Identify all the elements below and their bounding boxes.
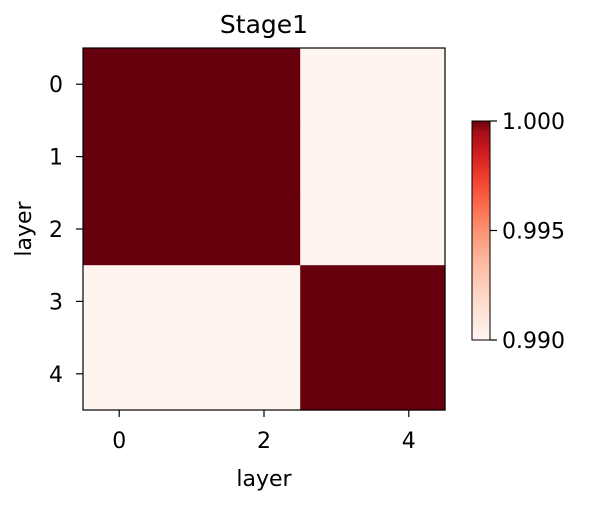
heatmap-cell-0-4: [373, 48, 446, 121]
x-tick-label-4: 4: [402, 429, 416, 454]
y-tick-label-1: 1: [49, 146, 63, 171]
heatmap-cell-1-2: [228, 120, 301, 193]
heatmap-cell-0-2: [228, 48, 301, 121]
x-axis-ticks: 0 2 4: [112, 410, 416, 454]
y-axis-label: layer: [12, 200, 37, 256]
heatmap-cell-1-3: [300, 120, 373, 193]
heatmap-cell-1-4: [373, 120, 446, 193]
colorbar-tick-label-1.000: 1.000: [502, 110, 565, 135]
heatmap-cell-2-1: [155, 193, 228, 266]
y-tick-label-2: 2: [49, 218, 63, 243]
heatmap-cell-2-4: [373, 193, 446, 266]
heatmap-cell-3-0: [83, 265, 156, 338]
x-tick-label-2: 2: [257, 429, 271, 454]
y-tick-label-3: 3: [49, 290, 63, 315]
x-axis-label: layer: [236, 467, 292, 492]
colorbar-tick-label-0.990: 0.990: [502, 329, 565, 354]
heatmap-cell-4-1: [155, 338, 228, 411]
chart-title: Stage1: [220, 10, 308, 39]
heatmap-cell-1-0: [83, 120, 156, 193]
heatmap-cell-0-0: [83, 48, 156, 121]
heatmap-cell-2-2: [228, 193, 301, 266]
colorbar-ticks: 0.990 0.995 1.000: [490, 110, 565, 354]
heatmap-cell-2-0: [83, 193, 156, 266]
heatmap-cell-4-2: [228, 338, 301, 411]
colorbar-gradient: [472, 121, 490, 340]
y-tick-label-0: 0: [49, 73, 63, 98]
heatmap-cell-3-3: [300, 265, 373, 338]
heatmap-cell-4-4: [373, 338, 446, 411]
heatmap-cell-3-2: [228, 265, 301, 338]
heatmap-cell-0-3: [300, 48, 373, 121]
colorbar: 0.990 0.995 1.000: [472, 110, 565, 354]
heatmap-cell-3-4: [373, 265, 446, 338]
heatmap-cell-1-1: [155, 120, 228, 193]
heatmap-cell-4-3: [300, 338, 373, 411]
heatmap-cell-2-3: [300, 193, 373, 266]
colorbar-tick-label-0.995: 0.995: [502, 220, 565, 245]
y-tick-label-4: 4: [49, 363, 63, 388]
heatmap-cell-4-0: [83, 338, 156, 411]
heatmap-cells: [83, 48, 446, 411]
heatmap-cell-3-1: [155, 265, 228, 338]
heatmap-cell-0-1: [155, 48, 228, 121]
x-tick-label-0: 0: [112, 429, 126, 454]
y-axis-ticks: 0 1 2 3 4: [49, 73, 83, 388]
